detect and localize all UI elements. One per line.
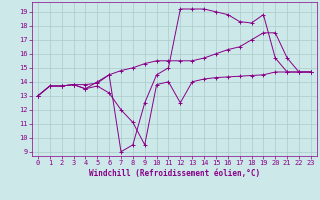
X-axis label: Windchill (Refroidissement éolien,°C): Windchill (Refroidissement éolien,°C) xyxy=(89,169,260,178)
